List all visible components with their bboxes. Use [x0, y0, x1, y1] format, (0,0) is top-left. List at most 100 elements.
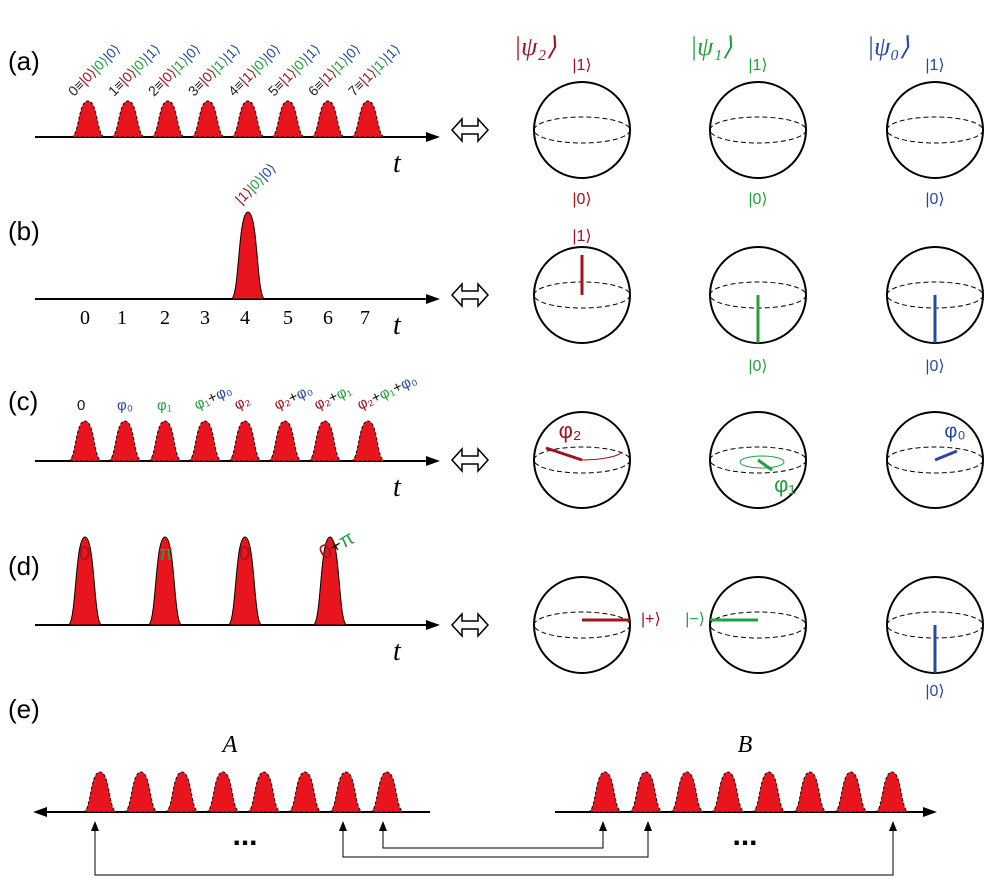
tick-label: 5: [283, 307, 293, 329]
phase-label: φ₂: [559, 418, 582, 443]
pulse: [188, 421, 222, 461]
phase-label: φ₀: [117, 397, 133, 414]
pulse: [231, 212, 265, 299]
pulse: [711, 772, 745, 812]
tick-label: 2: [160, 307, 170, 329]
phase-label: φ₁: [774, 472, 796, 497]
panel-label: (d): [8, 551, 40, 581]
pulse: [191, 101, 225, 137]
ket-label: |1⟩: [572, 57, 591, 74]
tick-label: 7: [360, 307, 370, 329]
tick-label: 6: [323, 307, 333, 329]
time-label: t: [393, 148, 402, 179]
connector: [343, 830, 648, 857]
ket-label: |0⟩: [572, 191, 591, 208]
pulse: [165, 772, 199, 812]
phase-part: φ₁: [157, 397, 172, 414]
ket-label: |0⟩: [748, 358, 767, 375]
pulse: [288, 772, 322, 812]
tick-label: 0: [80, 307, 90, 329]
equator: [710, 612, 806, 638]
ket-label: |1⟩: [925, 57, 944, 74]
ket-label: |0⟩: [925, 191, 944, 208]
tick-label: 4: [240, 307, 250, 329]
ket-label: |0⟩: [925, 683, 944, 700]
register-label: A: [221, 732, 238, 758]
pulse: [311, 101, 345, 137]
ket-label: |+⟩: [641, 611, 661, 628]
time-label: t: [393, 472, 402, 503]
ellipsis: ...: [732, 819, 757, 852]
pulse: [247, 772, 281, 812]
bloch-sphere: [710, 82, 806, 178]
connector: [383, 830, 603, 848]
pulse: [588, 772, 622, 812]
phase-arc: [582, 452, 622, 460]
ket-label: |1⟩: [748, 57, 767, 74]
tick-label: 3: [200, 307, 210, 329]
state-label: |1⟩|0⟩|0⟩: [232, 160, 279, 207]
phase-part: π: [159, 543, 173, 565]
ket-label: |1⟩: [572, 228, 591, 245]
pulse: [111, 101, 145, 137]
panel-label: (b): [8, 216, 40, 246]
panel-label: (e): [8, 694, 40, 724]
pulse: [329, 772, 363, 812]
bloch-sphere: [534, 577, 630, 673]
equivalence-arrow: [452, 119, 488, 141]
connector-arrowhead: [379, 821, 387, 831]
pulse: [231, 101, 265, 137]
connector-arrowhead: [644, 821, 652, 831]
phase-label: φ₀: [944, 420, 965, 442]
equator: [534, 117, 630, 143]
equator: [710, 117, 806, 143]
axis-arrowhead: [923, 807, 937, 817]
phase-label: 0: [77, 397, 85, 414]
phase-part: φ₂: [232, 392, 253, 414]
phase-part: 0: [77, 397, 85, 414]
pulse: [793, 772, 827, 812]
phase-label: 0: [239, 543, 250, 565]
connector-arrowhead: [889, 821, 897, 831]
pulse: [670, 772, 704, 812]
axis-arrowhead: [426, 294, 440, 304]
pulse: [68, 421, 102, 461]
bloch-sphere: [887, 82, 983, 178]
pulse: [71, 101, 105, 137]
pulse: [124, 772, 158, 812]
pulse: [834, 772, 868, 812]
pulse: [151, 101, 185, 137]
pulse: [370, 772, 404, 812]
equivalence-arrow: [452, 614, 488, 636]
pulse: [308, 421, 342, 461]
bloch-sphere: [710, 577, 806, 673]
pulse: [752, 772, 786, 812]
axis-arrowhead: [426, 132, 440, 142]
ket-label: |0⟩: [748, 191, 767, 208]
connector-arrowhead: [339, 821, 347, 831]
panel-label: (a): [8, 46, 40, 76]
state-heading: |ψ₁⟩: [690, 32, 732, 61]
pulse: [875, 772, 909, 812]
phase-part: φ₀: [117, 397, 133, 414]
state-vector: [546, 448, 582, 460]
pulse: [228, 421, 262, 461]
ket-label: |−⟩: [685, 611, 705, 628]
time-label: t: [393, 636, 402, 667]
pulse: [629, 772, 663, 812]
pulse: [271, 101, 305, 137]
equivalence-arrow: [452, 449, 488, 471]
phase-part: 0: [79, 543, 90, 565]
ket-label: |0⟩: [925, 358, 944, 375]
axis-arrowhead: [33, 807, 47, 817]
phase-label: π: [159, 543, 173, 565]
phase-label: 0: [79, 543, 90, 565]
equator: [887, 117, 983, 143]
state-heading: |ψ₂⟩: [514, 32, 556, 61]
phase-label: φ₂+φ₁+φ₀: [355, 371, 420, 413]
phase-label: φ₁+φ₀: [192, 382, 235, 414]
state-heading: |ψ₀⟩: [867, 32, 909, 61]
state-vector: [758, 460, 772, 470]
ellipsis: ...: [232, 819, 257, 852]
connector: [95, 830, 893, 875]
